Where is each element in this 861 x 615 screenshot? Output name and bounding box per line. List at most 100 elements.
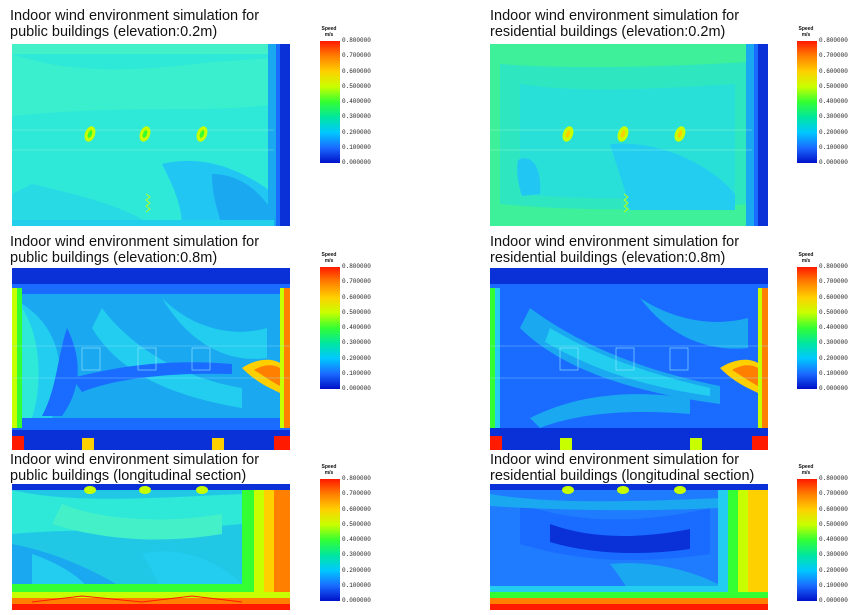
- legend-tick-label: 0.000000: [819, 159, 848, 166]
- panel-title-line-2: residential buildings (elevation:0.2m): [490, 24, 726, 40]
- legend-tick-label: 0.600000: [819, 293, 848, 301]
- legend-tick-label: 0.100000: [342, 143, 371, 151]
- legend-title: Speed m/s: [795, 26, 817, 38]
- legend-tick-label: 0.100000: [819, 369, 848, 377]
- legend-tick-label: 0.800000: [819, 475, 848, 482]
- contour-map: [12, 484, 290, 610]
- legend-panel-1: Speed m/s 0.800000 0.700000 0.600000 0.50000…: [318, 26, 388, 168]
- legend-title-label: Speed: [798, 26, 814, 32]
- legend-tick-label: 0.100000: [342, 581, 371, 589]
- legend-panel-4: Speed m/s 0.800000 0.700000 0.600000 0.50000…: [795, 252, 861, 394]
- legend-panel-3: Speed m/s 0.800000 0.700000 0.600000 0.50000…: [318, 252, 388, 394]
- legend-tick-label: 0.300000: [819, 339, 848, 347]
- legend-tick-label: 0.800000: [819, 263, 848, 270]
- legend-title-label: Speed: [798, 252, 814, 258]
- legend-tick-label: 0.700000: [342, 52, 371, 60]
- plot-public-elevation-0-8: [12, 268, 290, 450]
- legend-tick-label: 0.800000: [819, 37, 848, 44]
- legend-tick-label: 0.100000: [819, 143, 848, 151]
- panel-title: Indoor wind environment simulation for r…: [490, 452, 754, 484]
- panel-title-line-2: public buildings (elevation:0.8m): [10, 250, 218, 266]
- legend-ticks: 0.800000 0.700000 0.600000 0.500000 0.400000…: [342, 263, 382, 392]
- plot-residential-elevation-0-2: [490, 44, 768, 226]
- legend-ticks: 0.800000 0.700000 0.600000 0.500000 0.400000…: [819, 263, 859, 392]
- legend-tick-label: 0.800000: [342, 475, 371, 482]
- contour-map: [490, 44, 768, 226]
- panel-title-line-2: public buildings (elevation:0.2m): [10, 24, 218, 40]
- panel-title: Indoor wind environment simulation for r…: [490, 8, 739, 40]
- legend-tick-label: 0.800000: [342, 263, 371, 270]
- panel-title-line-1: Indoor wind environment simulation for: [10, 8, 260, 24]
- legend-tick-label: 0.700000: [342, 490, 371, 498]
- legend-unit-label: m/s: [324, 258, 334, 264]
- legend-title-label: Speed: [798, 464, 814, 470]
- legend-tick-label: 0.400000: [819, 536, 848, 543]
- legend-ticks: 0.800000 0.700000 0.600000 0.500000 0.400000…: [342, 475, 382, 604]
- panel-title-line-1: Indoor wind environment simulation for: [490, 234, 740, 250]
- contour-map: [12, 44, 290, 226]
- legend-tick-label: 0.500000: [819, 520, 848, 528]
- legend-tick-label: 0.600000: [342, 293, 371, 301]
- panel-title: Indoor wind environment simulation for p…: [10, 8, 259, 40]
- panel-title-line-1: Indoor wind environment simulation for: [490, 452, 740, 468]
- legend-tick-label: 0.200000: [819, 566, 848, 574]
- contour-map: [490, 268, 768, 450]
- legend-ticks: 0.800000 0.700000 0.600000 0.500000 0.400000…: [819, 475, 859, 604]
- legend-title-label: Speed: [321, 464, 337, 470]
- legend-panel-6: Speed m/s 0.800000 0.700000 0.600000 0.50000…: [795, 464, 861, 610]
- legend-tick-label: 0.400000: [819, 324, 848, 331]
- panel-title: Indoor wind environment simulation for r…: [490, 234, 739, 266]
- legend-colorbar: [320, 41, 340, 163]
- plot-public-elevation-0-2: [12, 44, 290, 226]
- legend-tick-label: 0.100000: [819, 581, 848, 589]
- legend-tick-label: 0.400000: [342, 324, 371, 331]
- legend-tick-label: 0.600000: [819, 67, 848, 75]
- legend-title-label: Speed: [321, 252, 337, 258]
- legend-colorbar: [797, 267, 817, 389]
- legend-panel-5: Speed m/s 0.800000 0.700000 0.600000 0.50000…: [318, 464, 388, 610]
- legend-tick-label: 0.400000: [342, 98, 371, 105]
- panel-title-line-1: Indoor wind environment simulation for: [10, 452, 260, 468]
- legend-unit-label: m/s: [801, 32, 811, 38]
- legend-tick-label: 0.500000: [342, 82, 371, 90]
- legend-tick-label: 0.600000: [342, 67, 371, 75]
- legend-title: Speed m/s: [795, 464, 817, 476]
- panel-title-line-1: Indoor wind environment simulation for: [490, 8, 740, 24]
- legend-tick-label: 0.000000: [819, 385, 848, 392]
- legend-tick-label: 0.000000: [342, 159, 371, 166]
- panel-title-line-2: residential buildings (elevation:0.8m): [490, 250, 726, 266]
- legend-tick-label: 0.400000: [819, 98, 848, 105]
- legend-tick-label: 0.200000: [342, 354, 371, 362]
- legend-tick-label: 0.300000: [342, 339, 371, 347]
- legend-title: Speed m/s: [318, 252, 340, 264]
- legend-tick-label: 0.200000: [819, 354, 848, 362]
- panel-title-line-1: Indoor wind environment simulation for: [10, 234, 260, 250]
- legend-tick-label: 0.500000: [342, 520, 371, 528]
- legend-tick-label: 0.500000: [342, 308, 371, 316]
- legend-tick-label: 0.500000: [819, 82, 848, 90]
- legend-tick-label: 0.400000: [342, 536, 371, 543]
- legend-colorbar: [320, 267, 340, 389]
- legend-unit-label: m/s: [324, 32, 334, 38]
- contour-map: [490, 484, 768, 610]
- legend-colorbar: [797, 479, 817, 601]
- panel-title: Indoor wind environment simulation for p…: [10, 452, 259, 484]
- plot-residential-longitudinal-section: [490, 484, 768, 610]
- contour-map: [12, 268, 290, 450]
- legend-colorbar: [320, 479, 340, 601]
- legend-tick-label: 0.000000: [342, 597, 371, 604]
- legend-title: Speed m/s: [318, 464, 340, 476]
- legend-tick-label: 0.700000: [342, 278, 371, 286]
- legend-tick-label: 0.300000: [342, 551, 371, 559]
- legend-ticks: 0.800000 0.700000 0.600000 0.500000 0.400000…: [342, 38, 382, 166]
- legend-tick-label: 0.100000: [342, 369, 371, 377]
- legend-tick-label: 0.300000: [819, 113, 848, 121]
- legend-tick-label: 0.300000: [342, 113, 371, 121]
- panel-title-line-2: public buildings (longitudinal section): [10, 468, 247, 484]
- legend-tick-label: 0.000000: [819, 597, 848, 604]
- legend-tick-label: 0.200000: [342, 128, 371, 136]
- legend-title: Speed m/s: [318, 26, 340, 38]
- legend-tick-label: 0.600000: [819, 505, 848, 513]
- legend-tick-label: 0.700000: [819, 52, 848, 60]
- legend-title: Speed m/s: [795, 252, 817, 264]
